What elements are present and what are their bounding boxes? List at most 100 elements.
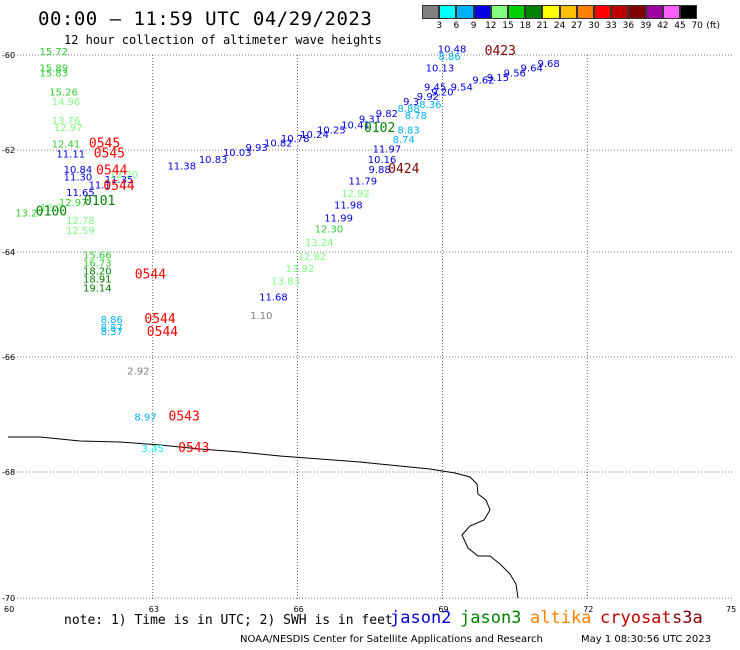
colorbar-label: 21 <box>536 21 549 31</box>
colorbar-swatch <box>525 5 543 19</box>
wave-height-label: 10.78 <box>281 134 310 145</box>
wave-height-label: 12.97 <box>54 123 83 134</box>
wave-height-points: 15.7215.8915.8315.2614.9613.7612.9712.41… <box>15 45 559 455</box>
wave-height-label: 8.86 <box>439 52 461 63</box>
wave-height-label: 11.65 <box>66 188 95 199</box>
colorbar-label: 3 <box>436 21 443 31</box>
colorbar-swatch <box>473 5 491 19</box>
colorbar-swatch <box>611 5 629 19</box>
wave-height-label: 8.37 <box>101 327 123 338</box>
wave-height-label: 9.20 <box>431 87 453 98</box>
wave-height-label: 1.10 <box>250 311 272 322</box>
axis-tick-labels: -60 -62 -64 -66 -68 -70 60 63 66 69 72 75 <box>2 51 736 614</box>
footer-timestamp: May 1 08:30:56 UTC 2023 <box>581 634 711 645</box>
satellite-legend-item: altika <box>530 608 592 628</box>
pass-time-label: 0543 <box>178 441 209 456</box>
satellite-pass-times: 0545054505440544010101000544054405440543… <box>36 44 516 456</box>
colorbar-label: 27 <box>571 21 583 31</box>
wave-height-label: 11.99 <box>324 213 353 224</box>
lon-tick-label: 72 <box>583 605 593 614</box>
colorbar-unit: (ft) <box>706 21 720 31</box>
pass-time-label: 0544 <box>103 179 134 194</box>
lon-tick-label: 69 <box>438 605 448 614</box>
lon-tick-label: 63 <box>149 605 159 614</box>
pass-time-label: 0424 <box>388 162 419 177</box>
pass-time-label: 0101 <box>84 194 115 209</box>
wave-height-label: 8.87 <box>101 323 123 334</box>
wave-height-label: 19.14 <box>83 283 112 294</box>
colorbar-label: 6 <box>453 21 460 31</box>
wave-height-label: 8.78 <box>405 111 427 122</box>
wave-height-label: 15.66 <box>83 250 112 261</box>
satellite-legend-item: s3a <box>672 608 703 628</box>
wave-height-label: 12.2 <box>40 203 62 214</box>
wave-height-label: 10.25 <box>317 125 346 136</box>
wave-height-label: 9.54 <box>451 83 473 94</box>
wave-height-label: 15.89 <box>40 64 69 75</box>
lat-tick-label: -66 <box>2 353 15 362</box>
coastline <box>8 436 519 599</box>
wave-height-label: 8.97 <box>134 412 156 423</box>
lat-tick-label: -68 <box>2 468 15 477</box>
wave-height-label: 10.48 <box>438 45 467 56</box>
colorbar-label: 30 <box>588 21 600 31</box>
coastline-path <box>8 436 519 599</box>
pass-time-label: 0545 <box>89 137 120 152</box>
lon-tick-label: 66 <box>294 605 304 614</box>
colorbar-label: 42 <box>657 21 669 31</box>
satellite-legend-item: jason3 <box>460 608 522 628</box>
wave-height-label: 14.96 <box>52 97 81 108</box>
colorbar-swatch <box>439 5 457 19</box>
wave-height-label: 18.20 <box>83 267 112 278</box>
pass-time-label: 0544 <box>96 163 127 178</box>
wave-height-label: 8.74 <box>393 135 415 146</box>
wave-height-label: 15.72 <box>40 47 69 58</box>
pass-time-label: 0544 <box>135 267 166 282</box>
wave-height-label: 12.41 <box>52 140 81 151</box>
wave-height-label: 11.79 <box>348 177 377 188</box>
wave-height-label: 11.1 <box>89 180 111 191</box>
wave-height-label: 9.92 <box>417 92 439 103</box>
wave-height-label: 8.86 <box>101 315 123 326</box>
colorbar-label: 39 <box>639 21 652 31</box>
wave-height-label: 13.27 <box>15 208 44 219</box>
wave-height-label: 15.26 <box>49 87 78 98</box>
wave-height-label: 12.92 <box>341 189 370 200</box>
colorbar-label: 45 <box>674 21 686 31</box>
pass-time-label: 0545 <box>94 147 125 162</box>
wave-height-label: 12.20 <box>110 170 139 181</box>
wave-height-label: 12.59 <box>66 226 95 237</box>
wave-height-label: 12.97 <box>59 198 88 209</box>
pass-time-label: 0543 <box>169 409 200 424</box>
wave-height-label: 10.13 <box>426 64 455 75</box>
wave-height-label: 3.45 <box>142 444 164 455</box>
colorbar-label: 24 <box>553 21 566 31</box>
colorbar-label: 15 <box>502 21 514 31</box>
wave-height-label: 11.68 <box>259 292 288 303</box>
wave-height-label: 8.36 <box>419 100 441 111</box>
wave-height-label: 9.31 <box>359 114 381 125</box>
lat-tick-label: -60 <box>2 51 15 60</box>
wave-height-label: 12.82 <box>298 252 327 263</box>
page-subtitle: 12 hour collection of altimeter wave hei… <box>64 33 382 47</box>
colorbar-label: 33 <box>605 21 617 31</box>
wave-height-label: 13.76 <box>52 116 81 127</box>
wave-height-label: 9.93 <box>245 143 267 154</box>
colorbar-swatch <box>662 5 680 19</box>
wave-height-label: 11.97 <box>373 145 402 156</box>
colorbar-swatch <box>422 5 440 19</box>
wave-height-label: 10.16 <box>368 155 397 166</box>
wave-height-label: 10.84 <box>64 165 93 176</box>
colorbar-swatch <box>576 5 594 19</box>
note-text: note: 1) Time is in UTC; 2) SWH is in fe… <box>64 613 393 628</box>
footer-credit: NOAA/NESDIS Center for Satellite Applica… <box>240 634 543 645</box>
wave-height-label: 9.45 <box>424 83 446 94</box>
wave-height-label: 9.82 <box>376 109 398 120</box>
wave-height-label: 11.35 <box>105 175 134 186</box>
wave-height-label: 9.88 <box>369 165 391 176</box>
wave-height-label: 18.91 <box>83 274 112 285</box>
pass-time-label: 0544 <box>147 325 178 340</box>
wave-height-label: 11.38 <box>167 161 196 172</box>
colorbar-swatch <box>508 5 526 19</box>
